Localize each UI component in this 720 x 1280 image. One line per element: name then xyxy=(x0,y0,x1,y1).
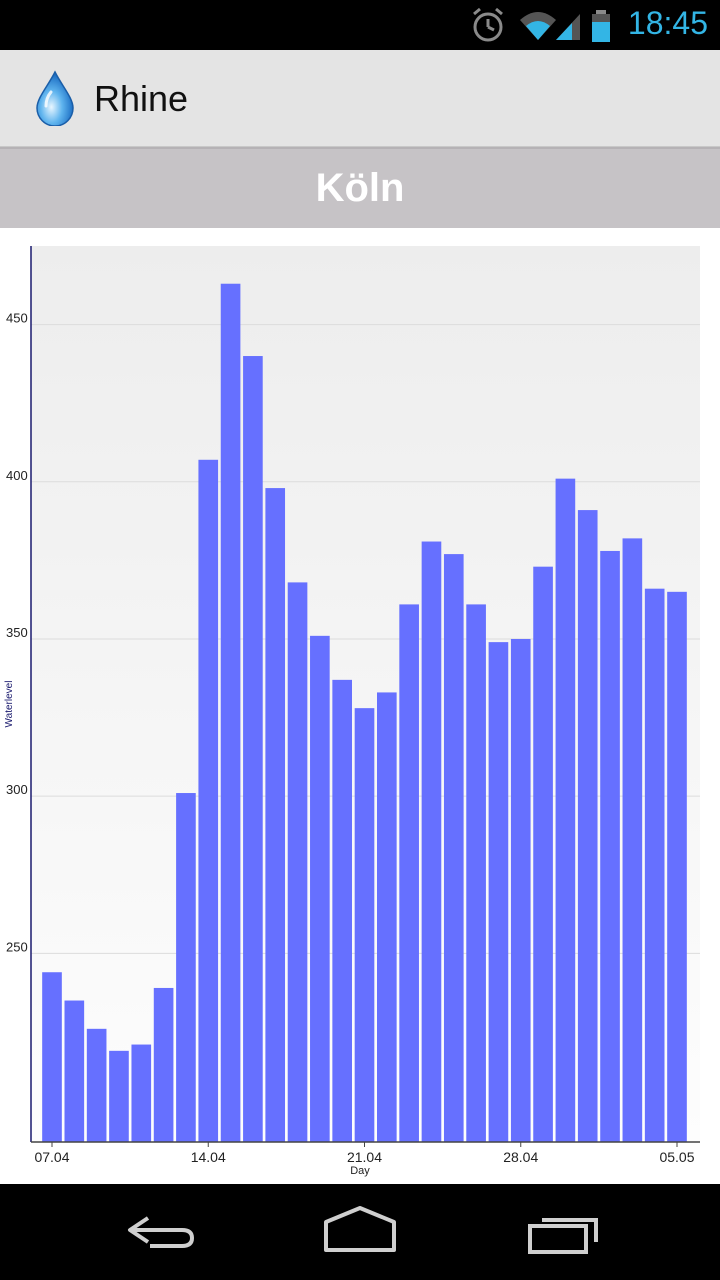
action-bar: Rhine xyxy=(0,50,720,147)
x-tick-label: 21.04 xyxy=(347,1149,382,1165)
bar xyxy=(354,708,375,1142)
back-icon[interactable] xyxy=(110,1204,210,1260)
wifi-icon xyxy=(520,12,556,40)
water-drop-icon[interactable] xyxy=(34,70,76,126)
bar xyxy=(488,642,509,1142)
status-time: 18:45 xyxy=(627,5,708,41)
x-tick-label: 07.04 xyxy=(34,1149,69,1165)
x-axis-title: Day xyxy=(350,1165,370,1177)
battery-icon xyxy=(592,10,610,42)
bar xyxy=(131,1044,152,1142)
status-icons xyxy=(473,7,610,42)
x-tick-label: 28.04 xyxy=(503,1149,538,1165)
bar xyxy=(265,488,286,1143)
status-bar: 18:45 xyxy=(0,0,720,50)
y-tick-label: 450 xyxy=(6,311,28,326)
signal-icon xyxy=(556,14,580,40)
home-icon[interactable] xyxy=(310,1204,410,1260)
bar xyxy=(310,635,330,1142)
bar xyxy=(109,1050,129,1142)
bar xyxy=(86,1028,107,1142)
x-tick-label: 14.04 xyxy=(191,1149,226,1165)
bar xyxy=(42,972,62,1142)
bar xyxy=(644,588,665,1142)
bar xyxy=(287,582,308,1142)
bar xyxy=(153,987,174,1142)
y-axis-title: Waterlevel xyxy=(4,681,15,728)
waterlevel-chart: 250 300 350 400 450 07.04 14.04 21.04 28.04 05.0… xyxy=(4,246,700,1177)
bar xyxy=(377,692,397,1142)
city-title: Köln xyxy=(315,166,405,210)
bar xyxy=(555,478,576,1142)
recent-apps-icon[interactable] xyxy=(520,1204,620,1260)
bar xyxy=(421,541,442,1142)
bar xyxy=(176,793,196,1142)
nav-bar xyxy=(0,1184,720,1280)
bar xyxy=(64,1000,85,1142)
y-tick-label: 300 xyxy=(6,782,28,797)
app-title: Rhine xyxy=(94,78,189,119)
bar xyxy=(600,550,620,1142)
bar xyxy=(667,591,687,1142)
bar xyxy=(622,538,643,1142)
bar xyxy=(466,604,486,1142)
bar xyxy=(220,283,241,1142)
y-tick-label: 250 xyxy=(6,939,28,954)
alarm-icon xyxy=(473,7,503,42)
y-tick-label: 350 xyxy=(6,625,28,640)
city-header: Köln xyxy=(0,147,720,228)
x-tick-label: 05.05 xyxy=(659,1149,694,1165)
bar xyxy=(533,566,553,1142)
bar xyxy=(332,679,352,1142)
bar xyxy=(510,638,531,1142)
bar xyxy=(577,510,598,1142)
bar xyxy=(399,604,419,1142)
bar xyxy=(198,459,219,1142)
bar xyxy=(443,554,464,1142)
y-tick-label: 400 xyxy=(6,468,28,483)
bar xyxy=(243,356,263,1142)
